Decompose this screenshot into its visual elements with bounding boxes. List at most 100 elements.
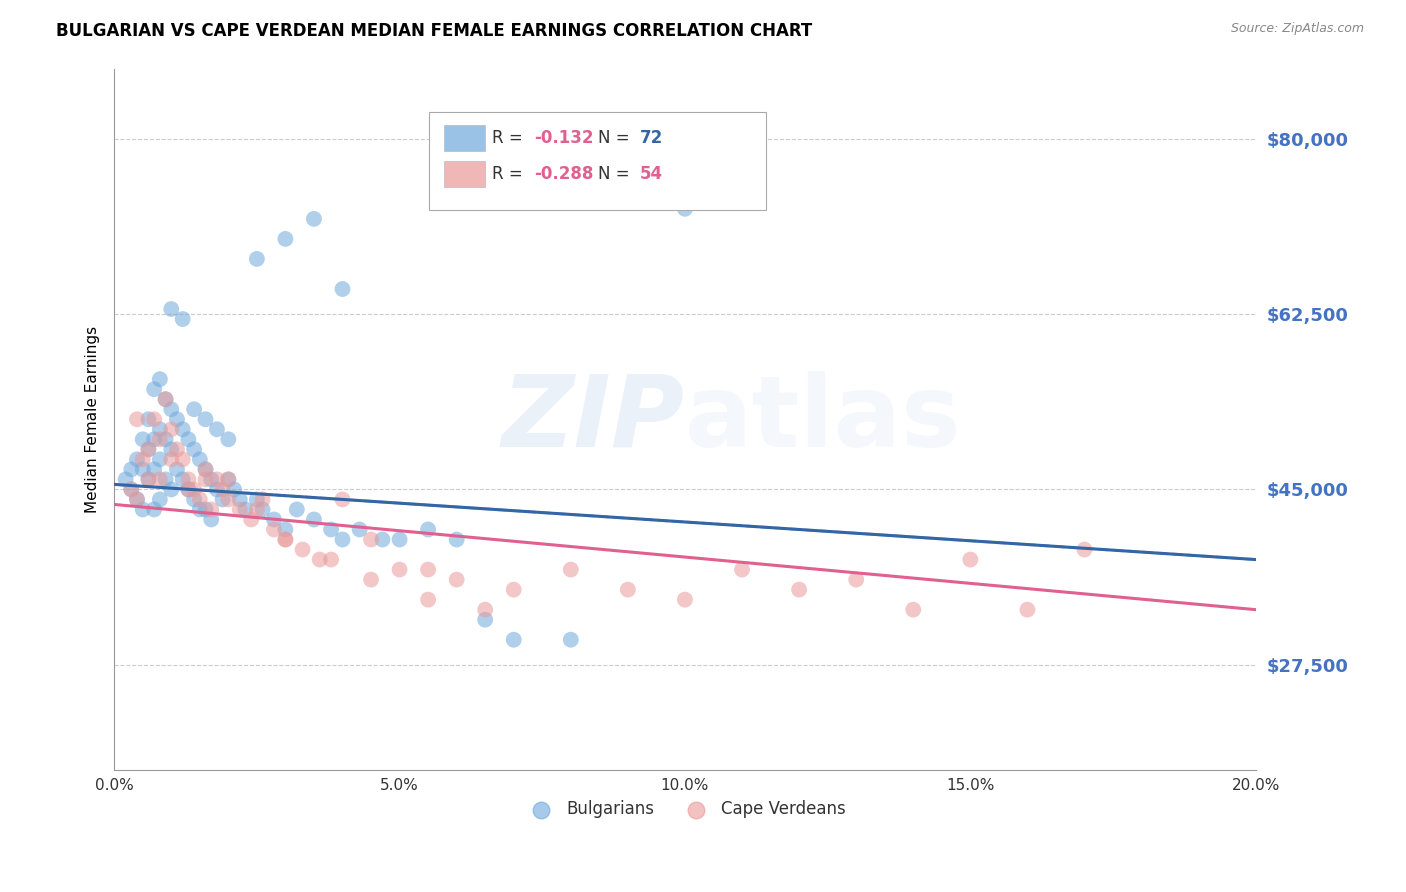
Point — [217, 432, 239, 446]
Text: R =: R = — [492, 165, 529, 183]
Point — [388, 533, 411, 547]
Point — [194, 412, 217, 426]
Point — [205, 483, 228, 497]
Point — [138, 412, 160, 426]
Text: -0.288: -0.288 — [534, 165, 593, 183]
Point — [200, 502, 222, 516]
Point — [160, 483, 183, 497]
Point — [1073, 542, 1095, 557]
Point — [332, 492, 354, 507]
Point — [177, 432, 200, 446]
Text: N =: N = — [598, 129, 634, 147]
Text: BULGARIAN VS CAPE VERDEAN MEDIAN FEMALE EARNINGS CORRELATION CHART: BULGARIAN VS CAPE VERDEAN MEDIAN FEMALE … — [56, 22, 813, 40]
Point — [160, 442, 183, 457]
Point — [200, 512, 222, 526]
Point — [416, 563, 439, 577]
Point — [143, 412, 166, 426]
Point — [114, 472, 136, 486]
Point — [252, 502, 274, 516]
Point — [149, 372, 172, 386]
Point — [302, 512, 325, 526]
Point — [274, 533, 297, 547]
Point — [143, 502, 166, 516]
Point — [274, 533, 297, 547]
Point — [177, 472, 200, 486]
Point — [155, 432, 177, 446]
Text: 72: 72 — [640, 129, 664, 147]
Point — [183, 483, 205, 497]
Point — [416, 523, 439, 537]
Text: 54: 54 — [640, 165, 662, 183]
Point — [229, 492, 252, 507]
Point — [360, 573, 382, 587]
Point — [205, 472, 228, 486]
Point — [132, 452, 155, 467]
Point — [246, 502, 269, 516]
Point — [188, 502, 211, 516]
Point — [143, 462, 166, 476]
Point — [172, 422, 194, 436]
Point — [125, 412, 148, 426]
Point — [240, 512, 263, 526]
Point — [149, 432, 172, 446]
Point — [349, 523, 371, 537]
Text: -0.132: -0.132 — [534, 129, 593, 147]
Point — [166, 412, 188, 426]
Point — [138, 442, 160, 457]
Point — [217, 472, 239, 486]
Point — [143, 382, 166, 396]
Point — [222, 483, 245, 497]
Point — [120, 462, 142, 476]
Point — [160, 422, 183, 436]
Point — [194, 462, 217, 476]
Point — [302, 211, 325, 226]
Point — [188, 492, 211, 507]
Point — [120, 483, 142, 497]
Point — [155, 472, 177, 486]
Point — [235, 502, 257, 516]
Point — [502, 632, 524, 647]
Point — [211, 483, 233, 497]
Point — [263, 523, 285, 537]
Point — [217, 492, 239, 507]
Point — [177, 483, 200, 497]
Point — [502, 582, 524, 597]
Point — [138, 472, 160, 486]
Point — [274, 523, 297, 537]
Point — [371, 533, 394, 547]
Point — [560, 563, 582, 577]
Point — [319, 552, 342, 566]
Point — [731, 563, 754, 577]
Point — [229, 502, 252, 516]
Point — [155, 392, 177, 407]
Point — [183, 492, 205, 507]
Point — [143, 432, 166, 446]
Point — [166, 462, 188, 476]
Point — [149, 422, 172, 436]
Point — [183, 402, 205, 417]
Point — [125, 492, 148, 507]
Point — [138, 472, 160, 486]
Point — [332, 533, 354, 547]
Point — [246, 252, 269, 266]
Point — [200, 472, 222, 486]
Point — [132, 462, 155, 476]
Point — [172, 312, 194, 326]
Point — [211, 492, 233, 507]
Point — [291, 542, 314, 557]
Point — [845, 573, 868, 587]
Point — [474, 613, 496, 627]
Point — [263, 512, 285, 526]
Point — [252, 492, 274, 507]
Point — [285, 502, 308, 516]
Point — [560, 632, 582, 647]
Point — [787, 582, 810, 597]
Point — [194, 502, 217, 516]
Point — [120, 483, 142, 497]
Text: Source: ZipAtlas.com: Source: ZipAtlas.com — [1230, 22, 1364, 36]
Text: ZIP: ZIP — [502, 371, 685, 467]
Point — [617, 582, 640, 597]
Point — [160, 452, 183, 467]
Y-axis label: Median Female Earnings: Median Female Earnings — [86, 326, 100, 513]
Point — [138, 442, 160, 457]
